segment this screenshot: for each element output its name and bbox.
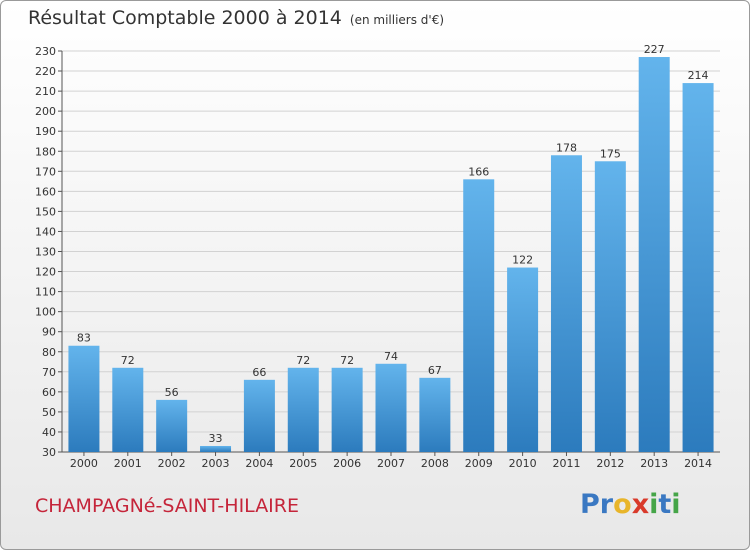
- x-tick-label-2002: 2002: [158, 457, 186, 470]
- y-tick-label: 110: [35, 286, 56, 299]
- title-unit: (en milliers d'€): [349, 13, 445, 27]
- x-tick-label-2000: 2000: [70, 457, 98, 470]
- x-tick-label-2004: 2004: [245, 457, 273, 470]
- y-tick-label: 120: [35, 266, 56, 279]
- data-label-2003: 33: [209, 432, 223, 445]
- y-tick-label: 80: [42, 346, 56, 359]
- data-label-2014: 214: [688, 69, 709, 82]
- y-tick-label: 60: [42, 386, 56, 399]
- bar-2011: [550, 155, 582, 452]
- y-tick-label: 130: [35, 246, 56, 259]
- y-tick-label: 220: [35, 65, 56, 78]
- x-tick-label-2008: 2008: [421, 457, 449, 470]
- bar-2008: [419, 377, 451, 452]
- y-tick-label: 190: [35, 125, 56, 138]
- y-tick-label: 90: [42, 326, 56, 339]
- y-tick-label: 140: [35, 225, 56, 238]
- data-label-2002: 56: [165, 386, 179, 399]
- data-label-2004: 66: [252, 366, 266, 379]
- y-axis-ticks: 30 40 50 60 70 80 90 100 110 120 130 140 150 160 170 18…: [35, 45, 62, 459]
- y-tick-label: 230: [35, 45, 56, 58]
- x-tick-label-2007: 2007: [377, 457, 405, 470]
- y-tick-label: 30: [42, 446, 56, 459]
- chart-title: Résultat Comptable 2000 à 2014 (en millie…: [28, 7, 444, 29]
- y-tick-label: 150: [35, 205, 56, 218]
- y-tick-label: 50: [42, 406, 56, 419]
- y-tick-label: 180: [35, 145, 56, 158]
- bar-2001: [112, 367, 144, 452]
- y-tick-label: 40: [42, 426, 56, 439]
- x-axis-ticks: 2000 2001 2002 2003 2004 2005 2006 2007 2008 2009…: [70, 452, 712, 470]
- y-tick-label: 70: [42, 366, 56, 379]
- bar-2006: [331, 367, 363, 452]
- x-tick-label-2012: 2012: [596, 457, 624, 470]
- data-label-2007: 74: [384, 350, 398, 363]
- bar-2000: [68, 345, 100, 452]
- bar-2010: [507, 267, 539, 452]
- bar-2004: [243, 379, 275, 452]
- bar-2005: [287, 367, 319, 452]
- bar-2003: [200, 445, 232, 452]
- x-tick-label-2009: 2009: [465, 457, 493, 470]
- y-tick-label: 170: [35, 165, 56, 178]
- bar-2009: [463, 179, 495, 452]
- logo-letter: x: [631, 489, 650, 520]
- data-label-2001: 72: [121, 354, 135, 367]
- logo-letter: P: [580, 489, 600, 520]
- data-label-2010: 122: [512, 254, 533, 267]
- logo-letter: i: [671, 489, 681, 520]
- x-tick-label-2001: 2001: [114, 457, 142, 470]
- x-tick-label-2010: 2010: [509, 457, 537, 470]
- bar-2012: [594, 161, 626, 452]
- data-label-2012: 175: [600, 147, 621, 160]
- bars: [68, 57, 714, 452]
- data-label-2005: 72: [296, 354, 310, 367]
- data-label-2011: 178: [556, 141, 577, 154]
- logo-letter: o: [613, 489, 632, 520]
- data-label-2009: 166: [468, 165, 489, 178]
- data-label-2008: 67: [428, 364, 442, 377]
- bar-2014: [682, 83, 714, 452]
- bar-2013: [638, 57, 670, 452]
- data-labels: 83 72 56 33 66 72 72 74 67 166 122 178 175 227 214: [77, 43, 709, 445]
- x-tick-label-2005: 2005: [289, 457, 317, 470]
- logo-letter: t: [658, 489, 672, 520]
- data-label-2006: 72: [340, 354, 354, 367]
- proxiti-logo[interactable]: Proxiti: [580, 489, 681, 520]
- x-tick-label-2011: 2011: [552, 457, 580, 470]
- x-tick-label-2014: 2014: [684, 457, 712, 470]
- x-tick-label-2003: 2003: [202, 457, 230, 470]
- data-label-2013: 227: [644, 43, 665, 56]
- bar-2002: [156, 399, 188, 452]
- y-tick-label: 100: [35, 306, 56, 319]
- logo-letter: r: [599, 489, 614, 520]
- y-tick-label: 200: [35, 105, 56, 118]
- logo-letter: i: [649, 489, 659, 520]
- x-tick-label-2006: 2006: [333, 457, 361, 470]
- y-tick-label: 160: [35, 185, 56, 198]
- x-tick-label-2013: 2013: [640, 457, 668, 470]
- data-label-2000: 83: [77, 332, 91, 345]
- commune-name: CHAMPAGNé-SAINT-HILAIRE: [35, 495, 299, 517]
- y-tick-label: 210: [35, 85, 56, 98]
- title-main: Résultat Comptable 2000 à 2014: [28, 7, 342, 29]
- bar-2007: [375, 363, 407, 452]
